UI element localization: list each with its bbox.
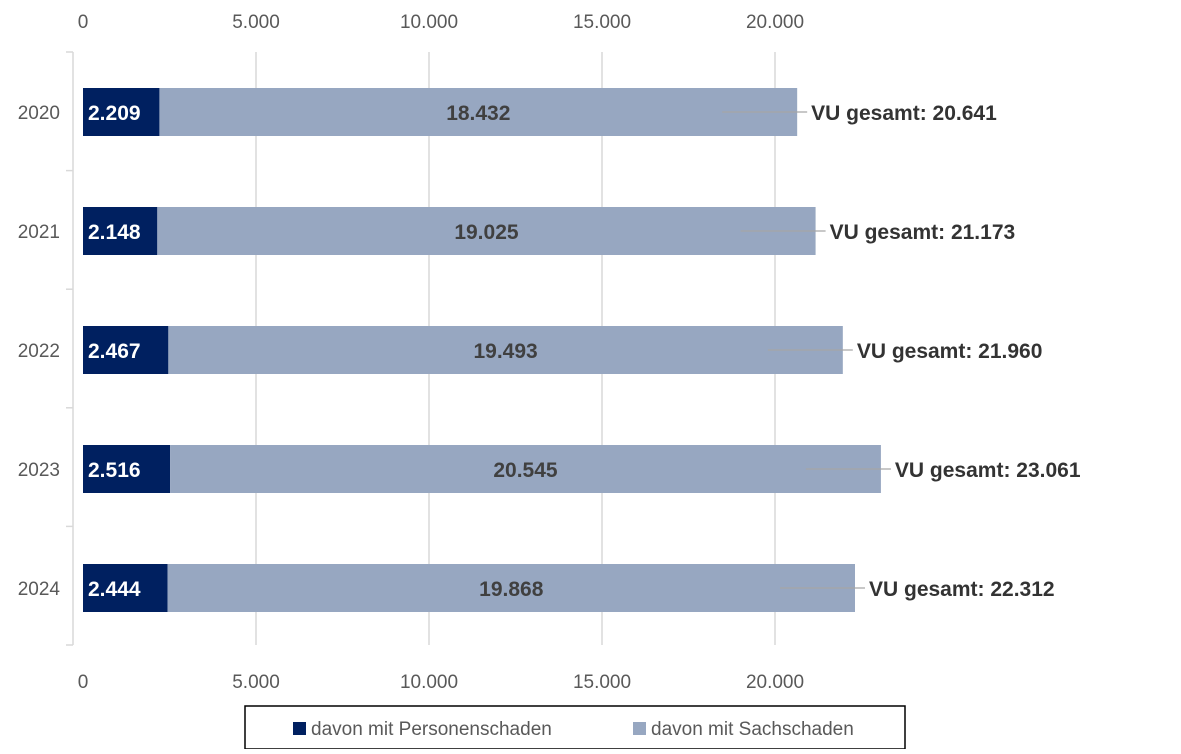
x-tick-label-bottom: 5.000 <box>232 672 280 693</box>
data-label-personenschaden: 2.444 <box>88 578 141 601</box>
data-label-personenschaden: 2.209 <box>88 102 141 125</box>
x-axis-top: 0 5.000 10.000 15.000 20.000 <box>78 12 804 33</box>
bars: 2.209 18.432 2.148 19.025 2.467 19.493 2.516 20… <box>83 88 881 612</box>
legend: davon mit Personenschaden davon mit Sach… <box>245 706 905 749</box>
legend-swatch-personenschaden <box>293 722 306 735</box>
total-label: VU gesamt: 21.173 <box>830 221 1016 244</box>
legend-label-personenschaden: davon mit Personenschaden <box>311 719 552 740</box>
category-label: 2023 <box>18 460 60 481</box>
x-tick-label-top: 5.000 <box>232 12 280 33</box>
total-label: VU gesamt: 21.960 <box>857 340 1043 363</box>
legend-label-sachschaden: davon mit Sachschaden <box>651 719 854 740</box>
data-label-personenschaden: 2.467 <box>88 340 141 363</box>
legend-swatch-sachschaden <box>633 722 646 735</box>
x-axis-bottom: 0 5.000 10.000 15.000 20.000 <box>78 672 804 693</box>
total-label: VU gesamt: 22.312 <box>869 578 1055 601</box>
x-tick-label-bottom: 15.000 <box>573 672 631 693</box>
x-tick-label-top: 0 <box>78 12 89 33</box>
x-tick-label-bottom: 10.000 <box>400 672 458 693</box>
data-label-sachschaden: 19.493 <box>473 340 537 363</box>
data-label-personenschaden: 2.148 <box>88 221 141 244</box>
category-label: 2022 <box>18 341 60 362</box>
category-label: 2024 <box>18 579 61 600</box>
x-tick-label-top: 20.000 <box>746 12 804 33</box>
data-label-sachschaden: 18.432 <box>446 102 510 125</box>
category-label: 2021 <box>18 222 60 243</box>
x-tick-label-top: 10.000 <box>400 12 458 33</box>
category-label: 2020 <box>18 103 60 124</box>
data-label-sachschaden: 19.025 <box>454 221 519 244</box>
y-axis-categories: 2020 2021 2022 2023 2024 <box>18 103 61 600</box>
total-label: VU gesamt: 23.061 <box>895 459 1081 482</box>
y-axis <box>66 52 73 645</box>
data-label-sachschaden: 20.545 <box>493 459 558 482</box>
x-tick-label-bottom: 20.000 <box>746 672 804 693</box>
x-tick-label-top: 15.000 <box>573 12 631 33</box>
total-label: VU gesamt: 20.641 <box>811 102 997 125</box>
data-label-sachschaden: 19.868 <box>479 578 544 601</box>
data-label-personenschaden: 2.516 <box>88 459 141 482</box>
x-tick-label-bottom: 0 <box>78 672 89 693</box>
